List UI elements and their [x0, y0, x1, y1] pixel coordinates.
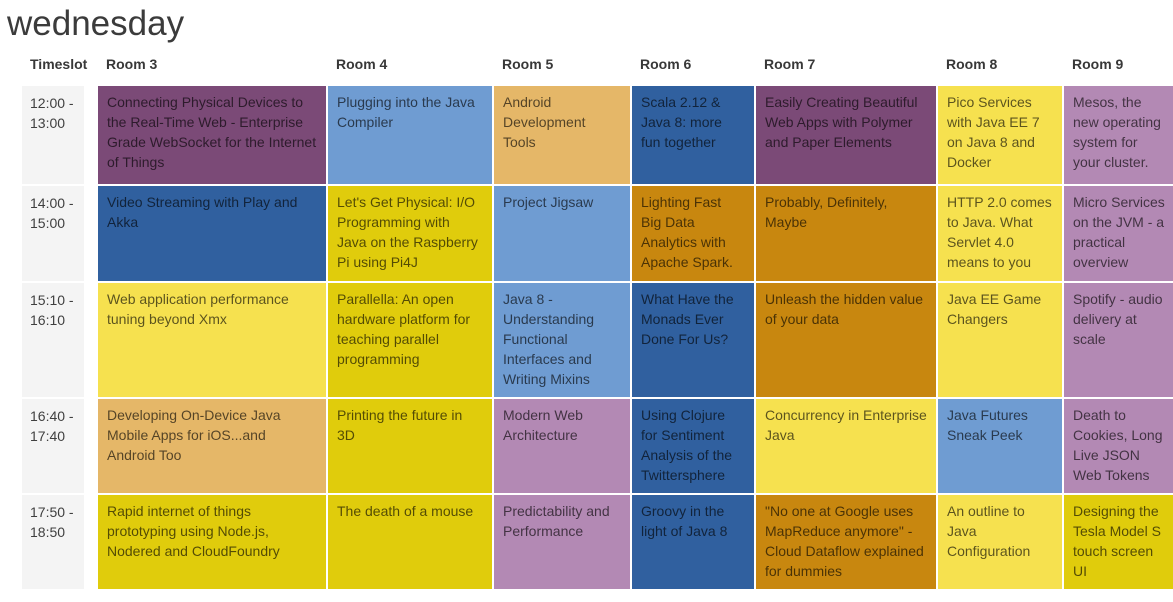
session-cell: HTTP 2.0 comes to Java. What Servlet 4.0… — [938, 186, 1062, 281]
session-cell: Printing the future in 3D — [328, 399, 492, 493]
session-cell: Let's Get Physical: I/O Programming with… — [328, 186, 492, 281]
session-cell: Rapid internet of things prototyping usi… — [98, 495, 326, 589]
column-header-room: Room 6 — [640, 56, 692, 72]
timeslot-cell: 17:50 - 18:50 — [22, 495, 96, 589]
session-cell: Probably, Definitely, Maybe — [756, 186, 936, 281]
session-cell: Designing the Tesla Model S touch screen… — [1064, 495, 1173, 589]
timeslot-cell: 15:10 - 16:10 — [22, 283, 96, 397]
session-cell: Connecting Physical Devices to the Real-… — [98, 86, 326, 184]
timeslot-cell: 14:00 - 15:00 — [22, 186, 96, 281]
session-cell: Scala 2.12 & Java 8: more fun together — [632, 86, 754, 184]
session-cell: Easily Creating Beautiful Web Apps with … — [756, 86, 936, 184]
session-cell: Predictability and Performance — [494, 495, 630, 589]
session-cell: Groovy in the light of Java 8 — [632, 495, 754, 589]
session-cell: Java Futures Sneak Peek — [938, 399, 1062, 493]
column-header-timeslot: Timeslot — [30, 56, 88, 72]
session-cell: Unleash the hidden value of your data — [756, 283, 936, 397]
schedule-row: 16:40 - 17:40 Developing On-Device Java M… — [22, 399, 1173, 493]
session-cell: Parallella: An open hardware platform fo… — [328, 283, 492, 397]
schedule-body: 12:00 - 13:00 Connecting Physical Devices… — [22, 86, 1173, 589]
schedule-row: 14:00 - 15:00 Video Streaming with Play a… — [22, 186, 1173, 281]
schedule-row: 17:50 - 18:50 Rapid internet of things pr… — [22, 495, 1173, 589]
session-cell: Video Streaming with Play and Akka — [98, 186, 326, 281]
column-header-room: Room 7 — [764, 56, 816, 72]
column-header-room: Room 3 — [106, 56, 158, 72]
session-cell: Spotify - audio delivery at scale — [1064, 283, 1173, 397]
session-cell: The death of a mouse — [328, 495, 492, 589]
session-cell: Project Jigsaw — [494, 186, 630, 281]
session-cell: Pico Services with Java EE 7 on Java 8 a… — [938, 86, 1062, 184]
schedule-table: Timeslot Room 3 Room 4 Room 5 Room 6 Room 7 Ro… — [20, 50, 1173, 591]
session-cell: Developing On-Device Java Mobile Apps fo… — [98, 399, 326, 493]
schedule-header-row: Timeslot Room 3 Room 4 Room 5 Room 6 Room 7 Ro… — [22, 52, 1173, 84]
column-header-room: Room 9 — [1072, 56, 1124, 72]
session-cell: Micro Services on the JVM - a practical … — [1064, 186, 1173, 281]
session-cell: Mesos, the new operating system for your… — [1064, 86, 1173, 184]
session-cell: Java EE Game Changers — [938, 283, 1062, 397]
column-header-room: Room 8 — [946, 56, 998, 72]
session-cell: Death to Cookies, Long Live JSON Web Tok… — [1064, 399, 1173, 493]
session-cell: "No one at Google uses MapReduce anymore… — [756, 495, 936, 589]
column-header-room: Room 5 — [502, 56, 554, 72]
column-header-room: Room 4 — [336, 56, 388, 72]
schedule-row: 15:10 - 16:10 Web application performance… — [22, 283, 1173, 397]
session-cell: Concurrency in Enterprise Java — [756, 399, 936, 493]
session-cell: Java 8 - Understanding Functional Interf… — [494, 283, 630, 397]
session-cell: Plugging into the Java Compiler — [328, 86, 492, 184]
page-title: wednesday — [7, 4, 185, 43]
session-cell: Android Development Tools — [494, 86, 630, 184]
session-cell: An outline to Java Configuration — [938, 495, 1062, 589]
session-cell: Modern Web Architecture — [494, 399, 630, 493]
schedule-row: 12:00 - 13:00 Connecting Physical Devices… — [22, 86, 1173, 184]
session-cell: Web application performance tuning beyon… — [98, 283, 326, 397]
session-cell: Using Clojure for Sentiment Analysis of … — [632, 399, 754, 493]
session-cell: What Have the Monads Ever Done For Us? — [632, 283, 754, 397]
timeslot-cell: 12:00 - 13:00 — [22, 86, 96, 184]
timeslot-cell: 16:40 - 17:40 — [22, 399, 96, 493]
session-cell: Lighting Fast Big Data Analytics with Ap… — [632, 186, 754, 281]
